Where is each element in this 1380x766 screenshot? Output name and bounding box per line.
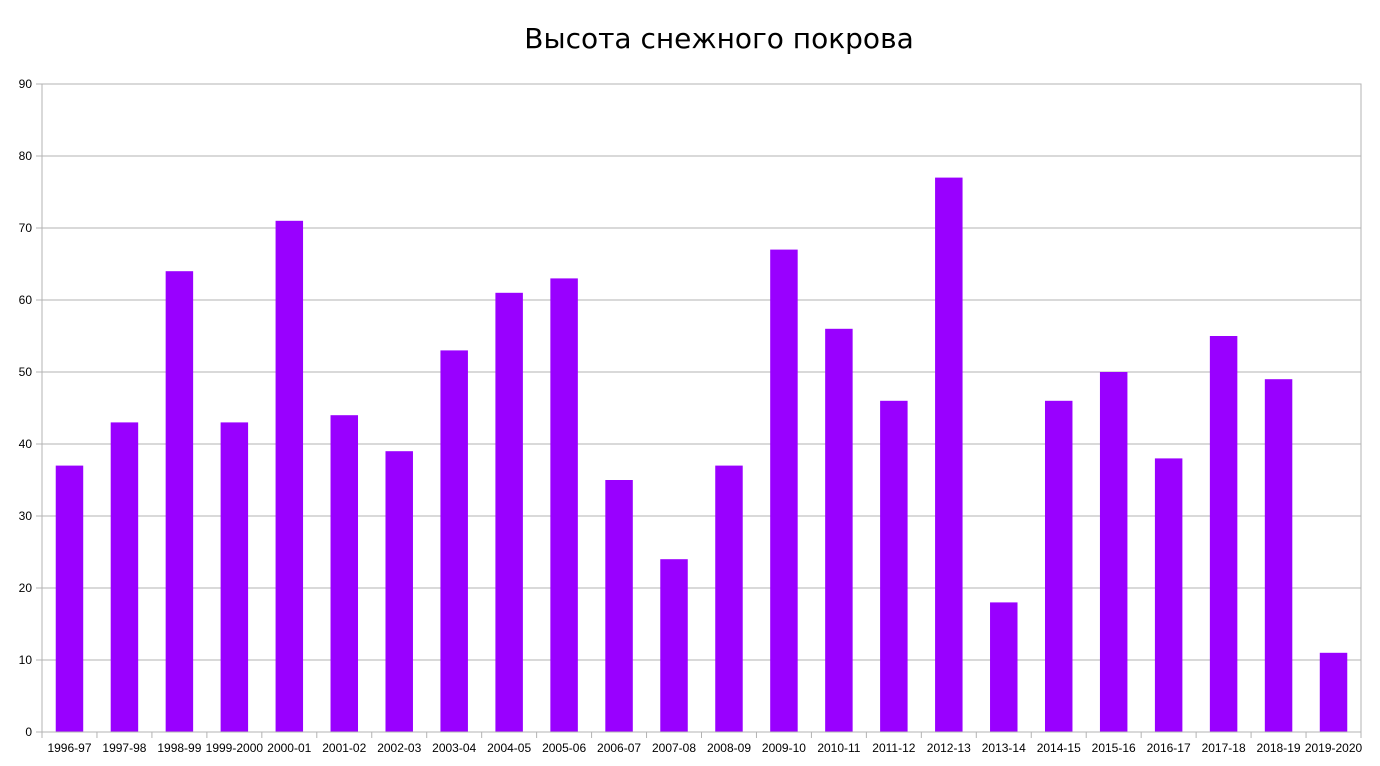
bar-2008-09 — [715, 465, 743, 732]
y-tick-label: 80 — [19, 149, 33, 163]
x-axis-ticks: 1996-97 1997-98 1998-99 1999-2000 2000-01 200… — [47, 741, 1362, 755]
y-tick-label: 40 — [19, 437, 33, 451]
bar-2003-04 — [440, 350, 468, 732]
x-tick-label: 2006-07 — [597, 741, 641, 755]
bar-2005-06 — [550, 278, 578, 732]
x-tick-label: 2009-10 — [762, 741, 806, 755]
y-tick-label: 70 — [19, 221, 33, 235]
bars — [55, 177, 1348, 733]
x-tick-label: 2002-03 — [377, 741, 421, 755]
x-tick-label: 2017-18 — [1202, 741, 1246, 755]
bar-2018-19 — [1264, 379, 1293, 732]
x-tick-label: 2007-08 — [652, 741, 696, 755]
bar-1998-99 — [165, 271, 194, 732]
bar-2010-11 — [825, 328, 853, 732]
bar-2019-2020 — [1319, 652, 1348, 732]
bar-1997-98 — [110, 422, 139, 732]
bar-2000-01 — [275, 220, 304, 733]
bar-2014-15 — [1044, 400, 1073, 732]
x-tick-label: 2014-15 — [1037, 741, 1081, 755]
bar-2011-12 — [880, 400, 908, 732]
y-tick-label: 20 — [19, 581, 33, 595]
plot-area-frame — [41, 83, 1362, 733]
x-tick-label: 2004-05 — [487, 741, 531, 755]
y-tick-label: 0 — [25, 725, 32, 739]
y-tick-label: 60 — [19, 293, 33, 307]
y-tick-label: 30 — [19, 509, 33, 523]
bar-2001-02 — [330, 415, 359, 732]
x-tick-label: 2015-16 — [1092, 741, 1136, 755]
y-tick-label: 50 — [19, 365, 33, 379]
bar-2002-03 — [385, 451, 413, 732]
x-tick-label: 1998-99 — [157, 741, 201, 755]
x-tick-label: 2018-19 — [1257, 741, 1301, 755]
bar-2004-05 — [495, 292, 523, 732]
bar-2013-14 — [990, 602, 1018, 732]
x-tick-label: 2011-12 — [872, 741, 915, 755]
x-tick-label: 2005-06 — [542, 741, 586, 755]
x-tick-label: 2012-13 — [927, 741, 971, 755]
x-tick-label: 2000-01 — [267, 741, 311, 755]
bar-1999-2000 — [220, 422, 249, 732]
x-tick-label: 1997-98 — [102, 741, 146, 755]
bar-2015-16 — [1099, 372, 1128, 732]
x-tick-label: 2019-2020 — [1305, 741, 1363, 755]
bar-2009-10 — [770, 249, 798, 732]
y-axis-ticks: 0 10 20 30 40 50 60 70 80 90 — [19, 77, 33, 739]
bar-2006-07 — [605, 480, 633, 732]
x-tick-label: 2016-17 — [1147, 741, 1191, 755]
bar-1996-97 — [55, 465, 84, 732]
bar-2016-17 — [1154, 458, 1183, 732]
y-tick-label: 90 — [19, 77, 33, 91]
x-tick-label: 2003-04 — [432, 741, 476, 755]
x-tick-label: 2013-14 — [982, 741, 1026, 755]
x-tick-label: 2010-11 — [817, 741, 860, 755]
x-tick-label: 2001-02 — [322, 741, 366, 755]
x-tick-label: 1996-97 — [47, 741, 91, 755]
bar-2007-08 — [660, 559, 688, 732]
x-tick-label: 2008-09 — [707, 741, 751, 755]
bar-2012-13 — [935, 177, 963, 733]
x-tick-label: 1999-2000 — [206, 741, 264, 755]
bar-2017-18 — [1209, 336, 1238, 732]
y-tick-label: 10 — [19, 653, 33, 667]
chart-title: Высота снежного покрова — [524, 22, 913, 55]
